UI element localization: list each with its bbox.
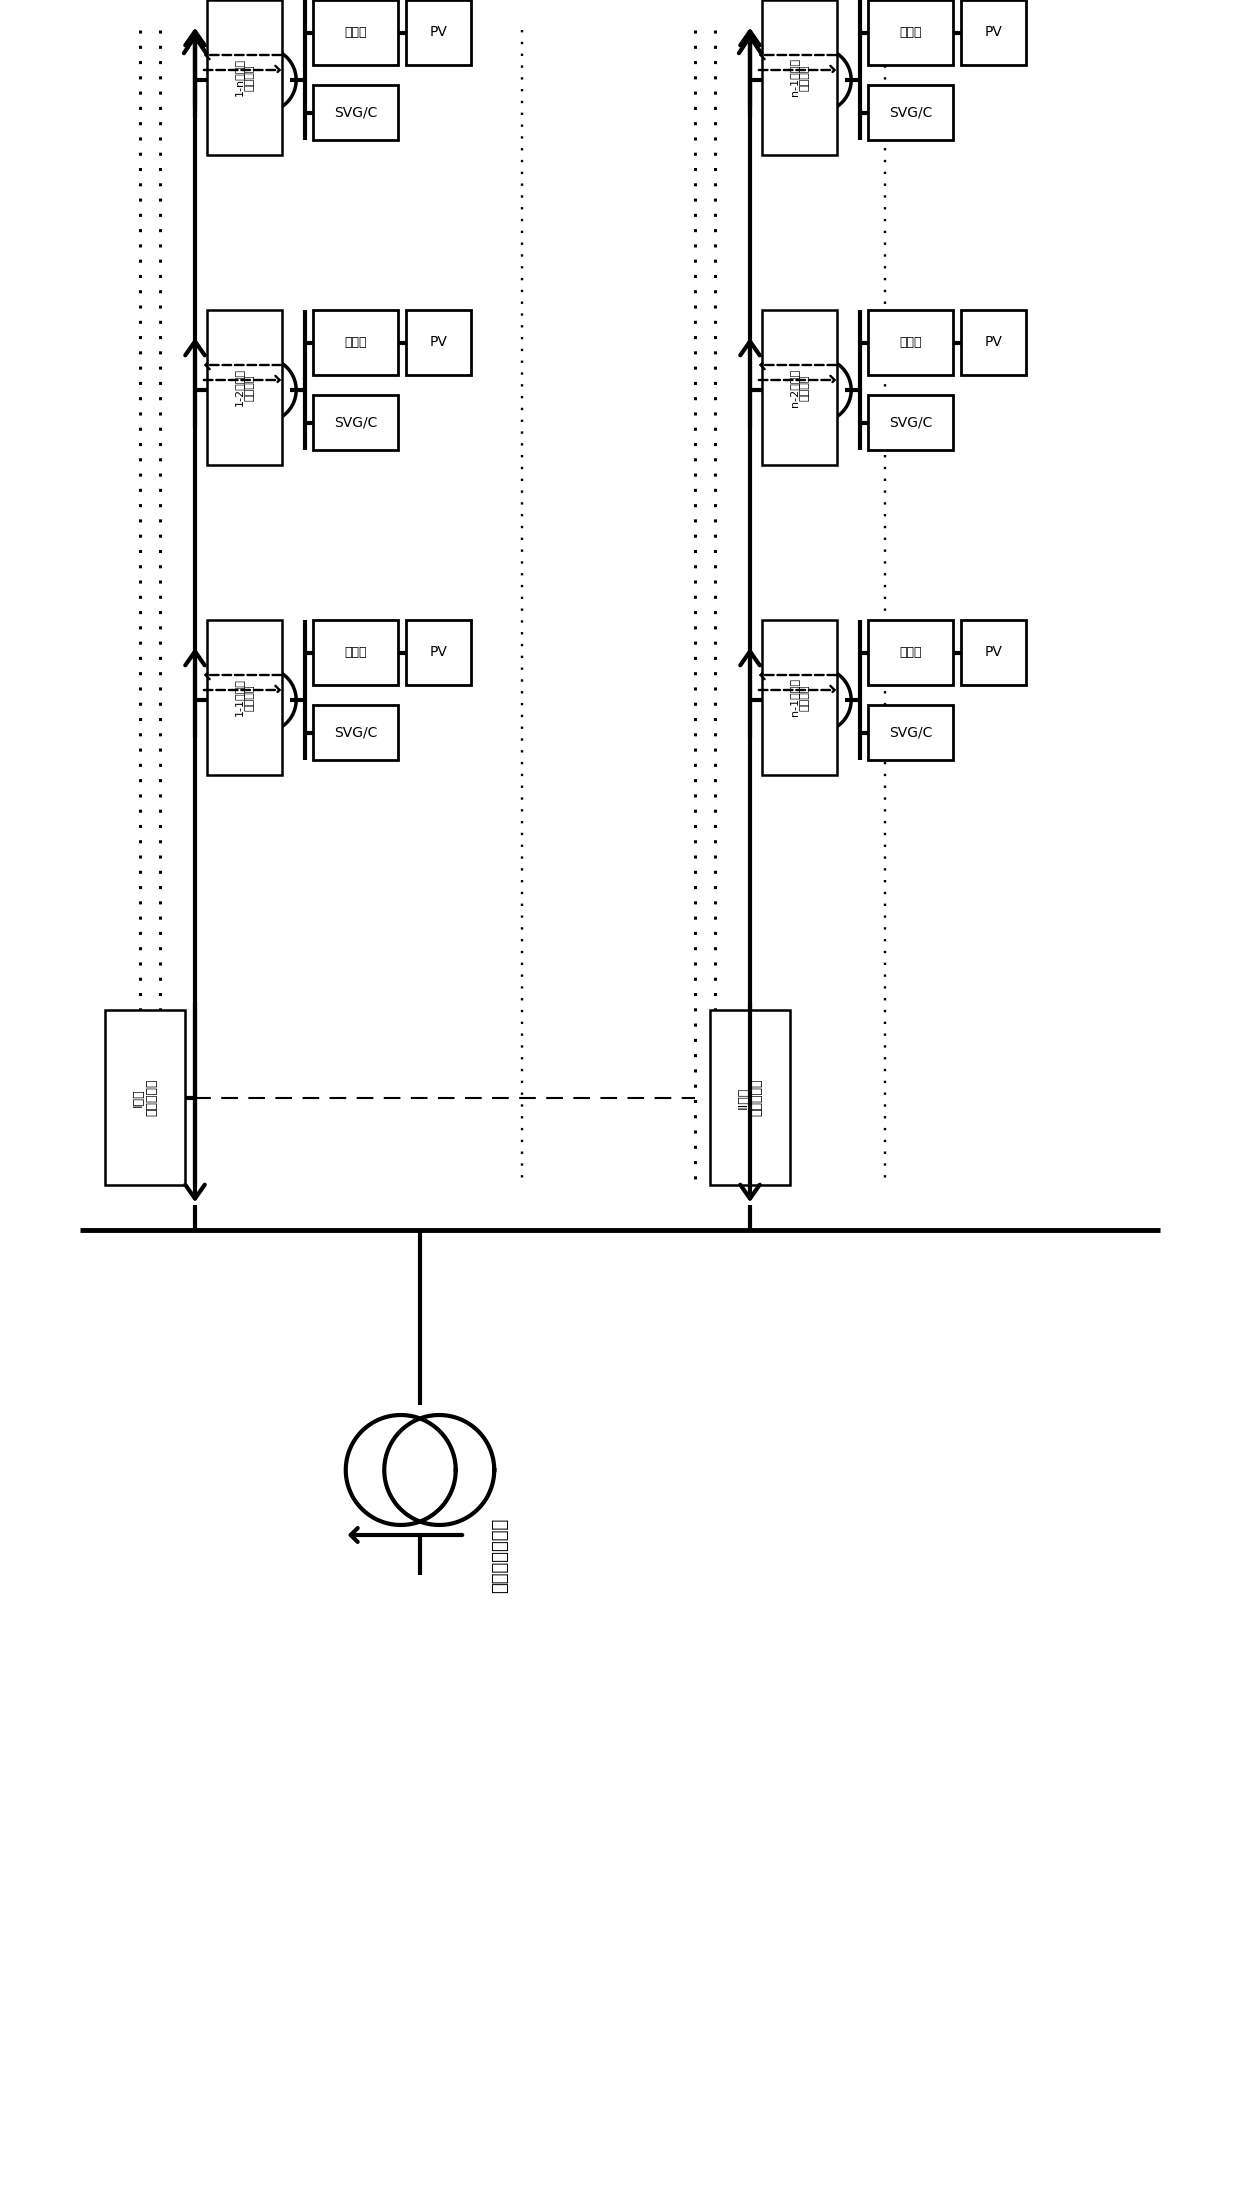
Text: SVG/C: SVG/C (889, 106, 932, 119)
Text: PV: PV (429, 27, 448, 40)
Text: 逆变器: 逆变器 (345, 336, 367, 349)
Bar (312, 0, 398, 64)
Bar (961, 310, 1025, 376)
Bar (312, 396, 398, 451)
Text: PV: PV (429, 646, 448, 659)
Bar (312, 705, 398, 761)
Text: n-1就地电
压控制器: n-1就地电 压控制器 (789, 57, 810, 97)
Bar (312, 619, 398, 685)
Bar (961, 619, 1025, 685)
Text: n-1就地电
压控制器: n-1就地电 压控制器 (789, 679, 810, 716)
Text: 逆变器: 逆变器 (345, 646, 367, 659)
Text: SVG/C: SVG/C (334, 416, 377, 429)
Bar (711, 1010, 790, 1185)
Bar (312, 84, 398, 139)
Text: SVG/C: SVG/C (889, 725, 932, 738)
Text: PV: PV (985, 336, 1002, 349)
Text: 逆变器: 逆变器 (345, 27, 367, 40)
Text: 1-n就地电
压控制器: 1-n就地电 压控制器 (234, 57, 255, 97)
Bar (207, 310, 281, 464)
Bar (868, 705, 954, 761)
Text: 逆变器: 逆变器 (899, 646, 921, 659)
Bar (868, 84, 954, 139)
Text: 1-2就地电
压控制器: 1-2就地电 压控制器 (234, 369, 255, 407)
Bar (207, 0, 281, 155)
Bar (961, 0, 1025, 64)
Text: I馈线
电压控制器: I馈线 电压控制器 (131, 1079, 159, 1117)
Text: II馈线
电压控制器: II馈线 电压控制器 (737, 1079, 764, 1117)
Bar (763, 310, 837, 464)
Text: 逆变器: 逆变器 (899, 336, 921, 349)
Text: SVG/C: SVG/C (334, 106, 377, 119)
Bar (312, 310, 398, 376)
Text: PV: PV (985, 646, 1002, 659)
Bar (763, 619, 837, 776)
Text: n-2就地电
压控制器: n-2就地电 压控制器 (789, 369, 810, 407)
Bar (405, 0, 471, 64)
Bar (105, 1010, 185, 1185)
Text: PV: PV (429, 336, 448, 349)
Text: 1-1就地电
压控制器: 1-1就地电 压控制器 (234, 679, 255, 716)
Bar (207, 619, 281, 776)
Bar (868, 396, 954, 451)
Bar (405, 310, 471, 376)
Text: SVG/C: SVG/C (334, 725, 377, 738)
Text: 逆变器: 逆变器 (899, 27, 921, 40)
Bar (763, 0, 837, 155)
Bar (868, 310, 954, 376)
Text: 主变级控制单元: 主变级控制单元 (491, 1517, 508, 1592)
Bar (405, 619, 471, 685)
Bar (868, 619, 954, 685)
Text: PV: PV (985, 27, 1002, 40)
Bar (868, 0, 954, 64)
Text: SVG/C: SVG/C (889, 416, 932, 429)
